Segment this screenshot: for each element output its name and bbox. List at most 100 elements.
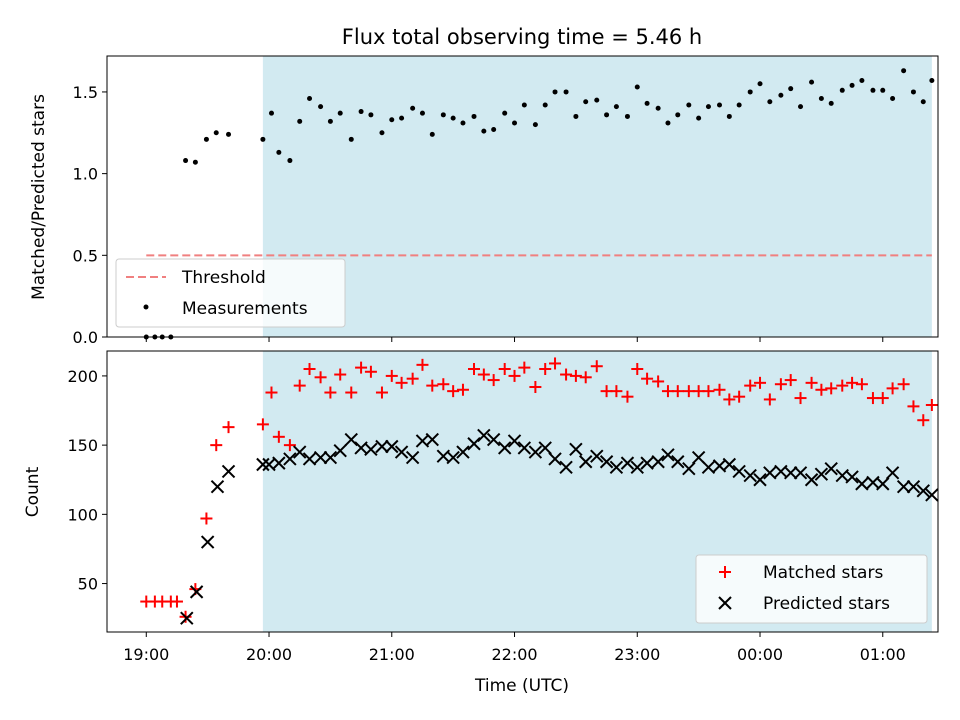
predicted-stars-point bbox=[722, 457, 737, 472]
predicted-stars-point bbox=[517, 441, 532, 455]
measurement-point bbox=[634, 84, 640, 90]
matched-stars-point bbox=[652, 375, 665, 388]
measurement-point bbox=[379, 130, 385, 136]
measurement-point bbox=[859, 78, 865, 84]
measurement-point bbox=[348, 136, 354, 142]
predicted-stars-point bbox=[293, 445, 307, 459]
predicted-stars-point bbox=[885, 466, 900, 480]
measurement-point bbox=[717, 102, 723, 108]
measurement-point bbox=[726, 113, 732, 119]
measurement-point bbox=[307, 95, 313, 101]
y-tick-label: 200 bbox=[67, 367, 98, 386]
measurement-point bbox=[686, 102, 692, 108]
matched-stars-point bbox=[256, 418, 269, 431]
matched-stars-point bbox=[314, 371, 327, 384]
matched-stars-point bbox=[170, 595, 183, 608]
predicted-stars-point bbox=[425, 432, 439, 447]
matched-stars-point bbox=[723, 393, 736, 406]
matched-stars-point bbox=[569, 369, 582, 382]
legend-box bbox=[695, 554, 928, 624]
measurement-point bbox=[870, 87, 876, 93]
predicted-stars-point bbox=[486, 432, 501, 447]
matched-stars-point bbox=[375, 386, 388, 399]
matched-stars-point bbox=[498, 362, 511, 375]
predicted-stars-point bbox=[180, 611, 194, 625]
predicted-stars-point bbox=[579, 455, 593, 469]
matched-stars-point bbox=[468, 362, 481, 375]
predicted-stars-point bbox=[210, 479, 225, 494]
measurement-point bbox=[440, 112, 446, 118]
measurement-point bbox=[696, 115, 702, 121]
measurement-point bbox=[450, 115, 456, 121]
predicted-stars-point bbox=[548, 452, 562, 466]
measurement-point bbox=[929, 78, 935, 84]
y-tick-label: 1.0 bbox=[73, 165, 98, 184]
predicted-stars-point bbox=[590, 449, 604, 463]
predicted-stars-point bbox=[814, 467, 829, 481]
measurement-point bbox=[410, 105, 416, 111]
measurement-point bbox=[624, 113, 630, 119]
measurement-point bbox=[287, 158, 293, 164]
predicted-stars-point bbox=[200, 535, 215, 549]
matched-stars-point bbox=[805, 376, 818, 389]
matched-stars-point bbox=[815, 383, 828, 396]
predicted-stars-point bbox=[313, 450, 328, 465]
predicted-stars-point bbox=[256, 457, 270, 472]
legend: Matched stars Predicted stars bbox=[695, 554, 928, 624]
matched-stars-point bbox=[549, 357, 562, 370]
measurement-point bbox=[705, 104, 711, 110]
measurement-point bbox=[778, 92, 784, 98]
y-tick-label: 150 bbox=[67, 436, 98, 455]
measurement-point bbox=[890, 95, 896, 101]
predicted-stars-point bbox=[763, 466, 777, 480]
measurement-point bbox=[226, 131, 232, 137]
predicted-stars-point bbox=[507, 434, 522, 448]
measurement-point bbox=[849, 82, 855, 88]
y-tick-label: 0.0 bbox=[73, 328, 98, 347]
matched-stars-point bbox=[784, 374, 797, 387]
matched-stars-point bbox=[406, 372, 419, 385]
matched-stars-point bbox=[518, 361, 531, 374]
measurement-point bbox=[655, 105, 661, 111]
predicted-stars-point bbox=[599, 455, 614, 469]
predicted-stars-point bbox=[916, 484, 930, 498]
matched-stars-point bbox=[744, 379, 757, 392]
plot-frame bbox=[106, 350, 939, 633]
predicted-stars-point bbox=[405, 450, 420, 465]
matched-stars-point bbox=[794, 392, 807, 405]
measurement-point bbox=[798, 104, 804, 110]
predicted-stars-point bbox=[661, 448, 675, 462]
measurement-point bbox=[471, 113, 477, 119]
x-tick-label: 00:00 bbox=[737, 645, 783, 664]
predicted-stars-point bbox=[753, 473, 767, 487]
x-tick-label: 20:00 bbox=[246, 645, 292, 664]
star-count-panel: 50 100 150 200 19:00 20:00 21:00 22:00 23:00 00:… bbox=[23, 350, 939, 696]
predicted-stars-point bbox=[375, 439, 389, 454]
matched-stars-point bbox=[733, 390, 746, 403]
matched-stars-point bbox=[876, 392, 889, 405]
matched-stars-point bbox=[560, 368, 573, 381]
measurement-point bbox=[552, 89, 558, 95]
predicted-stars-point bbox=[671, 455, 685, 469]
measurement-point bbox=[192, 159, 198, 165]
predicted-stars-point bbox=[221, 464, 236, 479]
predicted-stars-point bbox=[609, 460, 624, 474]
matched-stars-point bbox=[272, 430, 285, 443]
measurement-point bbox=[809, 79, 815, 85]
measurement-point bbox=[583, 99, 589, 105]
measurement-point bbox=[757, 81, 763, 87]
matched-stars-point bbox=[447, 385, 460, 398]
matched-stars-point bbox=[508, 369, 521, 382]
measurement-point bbox=[183, 158, 189, 164]
predicted-stars-point bbox=[651, 455, 665, 469]
measurement-point bbox=[767, 99, 773, 105]
predicted-stars-point bbox=[538, 441, 552, 455]
y-tick-label: 100 bbox=[67, 505, 98, 524]
matched-stars-point bbox=[345, 386, 358, 399]
legend-measurements-label: Measurements bbox=[182, 299, 308, 319]
predicted-stars-point bbox=[906, 479, 921, 494]
predicted-stars-point bbox=[701, 460, 716, 474]
matched-stars-point bbox=[334, 368, 347, 381]
measurement-point bbox=[644, 100, 650, 106]
predicted-stars-point bbox=[855, 477, 869, 491]
